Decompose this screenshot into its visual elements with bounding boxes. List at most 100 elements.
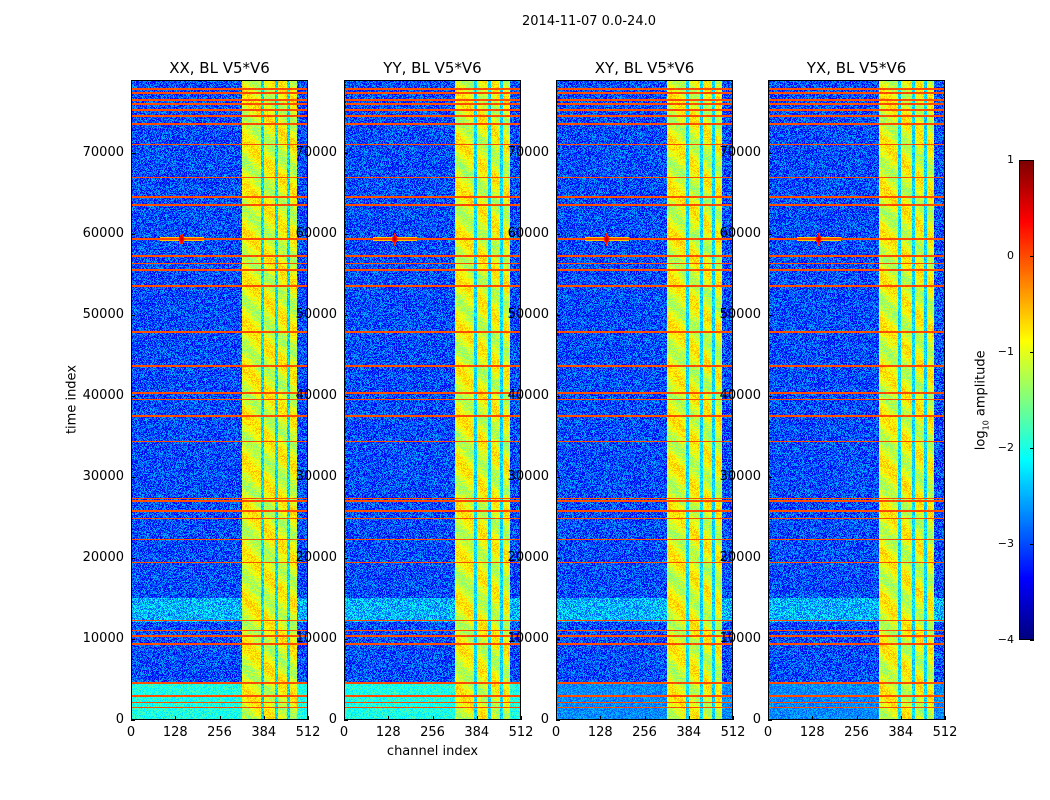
- y-tick-label: 60000: [295, 225, 337, 241]
- y-tick-mark: [131, 476, 135, 478]
- panel-title: YX, BL V5*V6: [806, 59, 907, 77]
- heatmap-4: [768, 80, 945, 720]
- x-tick-mark: [856, 716, 858, 720]
- y-tick-mark: [344, 314, 348, 316]
- y-tick-label: 20000: [719, 549, 761, 565]
- x-tick-label: 0: [763, 725, 773, 740]
- x-tick-mark: [175, 716, 177, 720]
- x-tick-label: 128: [799, 725, 825, 740]
- colorbar-tick-mark: [1030, 448, 1034, 449]
- x-tick-mark: [733, 716, 734, 720]
- y-tick-label: 10000: [82, 630, 124, 646]
- y-tick-label: 50000: [719, 306, 761, 322]
- panel-title: XX, BL V5*V6: [169, 59, 270, 77]
- x-tick-label: 128: [162, 725, 188, 740]
- x-tick-mark: [945, 716, 946, 720]
- colorbar-label-sub: 10: [981, 420, 991, 431]
- y-tick-label: 20000: [507, 549, 549, 565]
- x-tick-label: 512: [295, 725, 321, 740]
- y-tick-label: 70000: [507, 144, 549, 160]
- y-tick-mark: [131, 557, 135, 559]
- y-tick-mark: [131, 720, 135, 721]
- heatmap-2: [344, 80, 521, 720]
- y-tick-mark: [131, 152, 135, 154]
- colorbar-tick-mark: [1030, 256, 1034, 257]
- x-tick-mark: [600, 716, 602, 720]
- y-tick-mark: [344, 638, 348, 640]
- y-tick-label: 30000: [507, 468, 549, 484]
- y-tick-label: 50000: [507, 306, 549, 322]
- y-tick-label: 70000: [82, 144, 124, 160]
- colorbar-tick-label: −4: [997, 633, 1014, 646]
- y-tick-label: 30000: [295, 468, 337, 484]
- y-tick-mark: [556, 314, 560, 316]
- y-tick-mark: [131, 395, 135, 397]
- x-tick-label: 384: [464, 725, 490, 740]
- y-tick-label: 10000: [507, 630, 549, 646]
- y-tick-label: 20000: [295, 549, 337, 565]
- y-tick-label: 40000: [719, 387, 761, 403]
- colorbar-label: log10 amplitude: [974, 340, 991, 460]
- x-tick-label: 512: [720, 725, 746, 740]
- y-tick-label: 0: [752, 712, 761, 727]
- colorbar-label-rest: amplitude: [973, 350, 989, 421]
- y-tick-mark: [556, 720, 560, 721]
- y-tick-label: 0: [115, 712, 124, 727]
- x-tick-mark: [263, 716, 265, 720]
- figure-title: 2014-11-07 0.0-24.0: [522, 14, 656, 29]
- x-tick-label: 256: [207, 725, 232, 740]
- x-tick-label: 256: [844, 725, 869, 740]
- x-tick-mark: [521, 716, 522, 720]
- y-tick-mark: [344, 233, 348, 235]
- y-tick-mark: [556, 395, 560, 397]
- heatmap-1: [131, 80, 308, 720]
- x-tick-mark: [219, 716, 221, 720]
- x-tick-mark: [476, 716, 478, 720]
- x-tick-mark: [432, 716, 434, 720]
- y-tick-mark: [768, 314, 772, 316]
- y-tick-label: 40000: [507, 387, 549, 403]
- y-tick-mark: [768, 476, 772, 478]
- y-tick-mark: [556, 152, 560, 154]
- colorbar-tick-mark: [1030, 160, 1034, 161]
- x-tick-label: 256: [420, 725, 445, 740]
- x-tick-mark: [812, 716, 814, 720]
- x-tick-mark: [556, 716, 557, 720]
- y-tick-label: 50000: [82, 306, 124, 322]
- y-tick-mark: [344, 395, 348, 397]
- y-tick-mark: [556, 638, 560, 640]
- y-tick-mark: [344, 720, 348, 721]
- heatmap-3: [556, 80, 733, 720]
- y-tick-mark: [768, 720, 772, 721]
- y-tick-label: 70000: [719, 144, 761, 160]
- y-axis-label: time index: [64, 364, 80, 435]
- y-tick-label: 50000: [295, 306, 337, 322]
- colorbar-tick-label: 0: [1007, 249, 1014, 262]
- y-tick-mark: [768, 638, 772, 640]
- x-tick-mark: [388, 716, 390, 720]
- y-tick-label: 30000: [82, 468, 124, 484]
- x-tick-mark: [344, 716, 345, 720]
- x-tick-label: 512: [932, 725, 958, 740]
- panel-title: XY, BL V5*V6: [594, 59, 695, 77]
- y-tick-label: 10000: [719, 630, 761, 646]
- colorbar-tick-mark: [1030, 544, 1034, 545]
- y-tick-mark: [768, 152, 772, 154]
- y-tick-mark: [556, 233, 560, 235]
- x-tick-mark: [900, 716, 902, 720]
- x-tick-label: 512: [508, 725, 534, 740]
- y-tick-label: 60000: [82, 225, 124, 241]
- colorbar-tick-label: −1: [997, 345, 1014, 358]
- colorbar: [1019, 160, 1034, 640]
- y-tick-mark: [131, 233, 135, 235]
- x-tick-label: 0: [339, 725, 349, 740]
- y-tick-label: 60000: [507, 225, 549, 241]
- y-tick-label: 40000: [82, 387, 124, 403]
- colorbar-tick-mark: [1030, 352, 1034, 353]
- x-tick-mark: [308, 716, 309, 720]
- x-tick-label: 128: [375, 725, 401, 740]
- x-tick-label: 128: [587, 725, 613, 740]
- x-tick-mark: [768, 716, 769, 720]
- colorbar-tick-label: −2: [997, 441, 1014, 454]
- x-tick-label: 384: [251, 725, 277, 740]
